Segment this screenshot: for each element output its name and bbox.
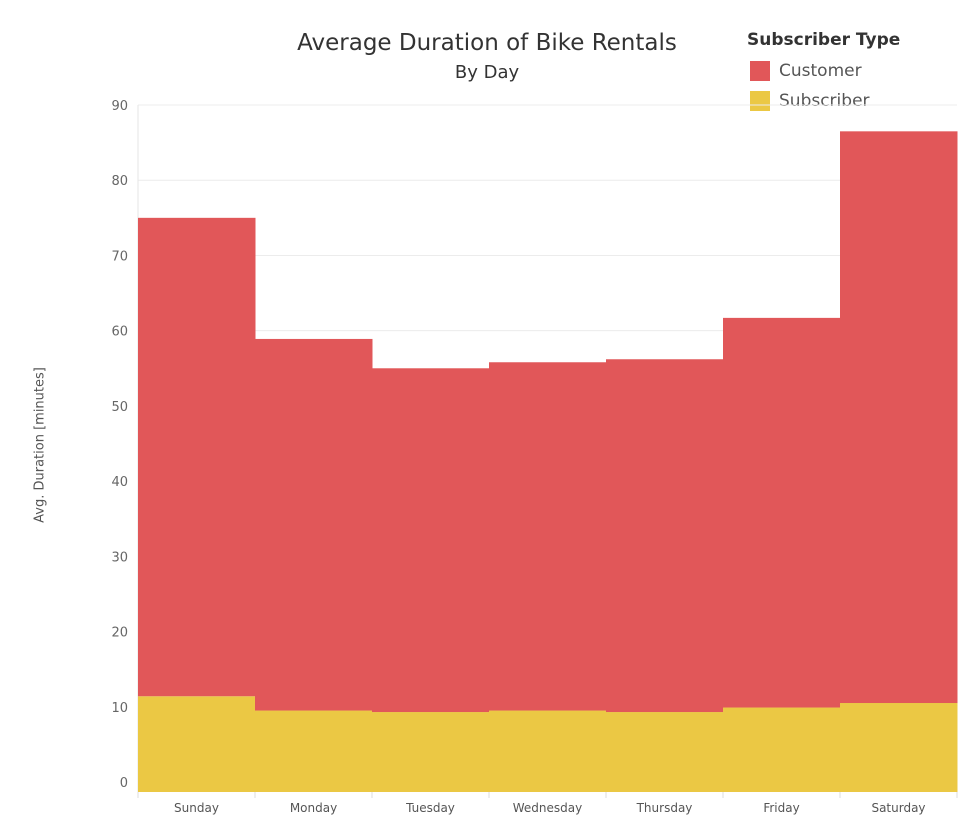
bar-customer-saturday xyxy=(840,131,958,704)
y-tick-label: 70 xyxy=(111,249,128,264)
bar-subscriber-tuesday xyxy=(372,712,490,792)
x-tick-label: Wednesday xyxy=(513,801,582,815)
legend-item-customer[interactable]: Customer xyxy=(747,56,900,86)
bar-customer-friday xyxy=(723,317,841,708)
x-tick-label: Tuesday xyxy=(405,801,455,815)
legend-label-customer: Customer xyxy=(779,61,862,81)
bar-customer-thursday xyxy=(606,359,724,713)
legend-title: Subscriber Type xyxy=(747,30,901,50)
legend[interactable]: Subscriber Type Customer Subscriber xyxy=(747,30,900,116)
chart-title: Average Duration of Bike Rentals xyxy=(297,30,677,56)
legend-label-subscriber: Subscriber xyxy=(779,91,870,111)
y-tick-label: 30 xyxy=(111,550,128,565)
y-tick-label: 50 xyxy=(111,400,128,415)
y-tick-label: 60 xyxy=(111,325,128,340)
bar-subscriber-wednesday xyxy=(489,710,607,792)
legend-swatch-subscriber xyxy=(750,91,770,111)
y-tick-label: 40 xyxy=(111,475,128,490)
x-tick-label: Sunday xyxy=(174,801,219,815)
bar-customer-wednesday xyxy=(489,362,607,711)
chart-subtitle: By Day xyxy=(454,62,520,83)
y-tick-label: 10 xyxy=(111,701,128,716)
bar-customer-monday xyxy=(255,338,373,711)
bar-customer-tuesday xyxy=(372,368,490,713)
x-tick-label: Saturday xyxy=(871,801,925,815)
bar-subscriber-thursday xyxy=(606,712,724,792)
x-tick-label: Monday xyxy=(290,801,337,815)
bar-subscriber-saturday xyxy=(840,703,958,792)
y-tick-label: 20 xyxy=(111,626,128,641)
bar-customer-sunday xyxy=(138,217,256,697)
x-tick-label: Friday xyxy=(763,801,799,815)
bar-subscriber-sunday xyxy=(138,696,256,792)
x-tick-label: Thursday xyxy=(636,801,693,815)
legend-item-subscriber[interactable]: Subscriber xyxy=(747,86,900,116)
bar-subscriber-monday xyxy=(255,710,373,792)
legend-swatch-customer xyxy=(750,61,770,81)
bar-subscriber-friday xyxy=(723,707,841,792)
y-tick-label: 0 xyxy=(120,776,128,791)
y-tick-label: 90 xyxy=(111,99,128,114)
y-tick-label: 80 xyxy=(111,174,128,189)
